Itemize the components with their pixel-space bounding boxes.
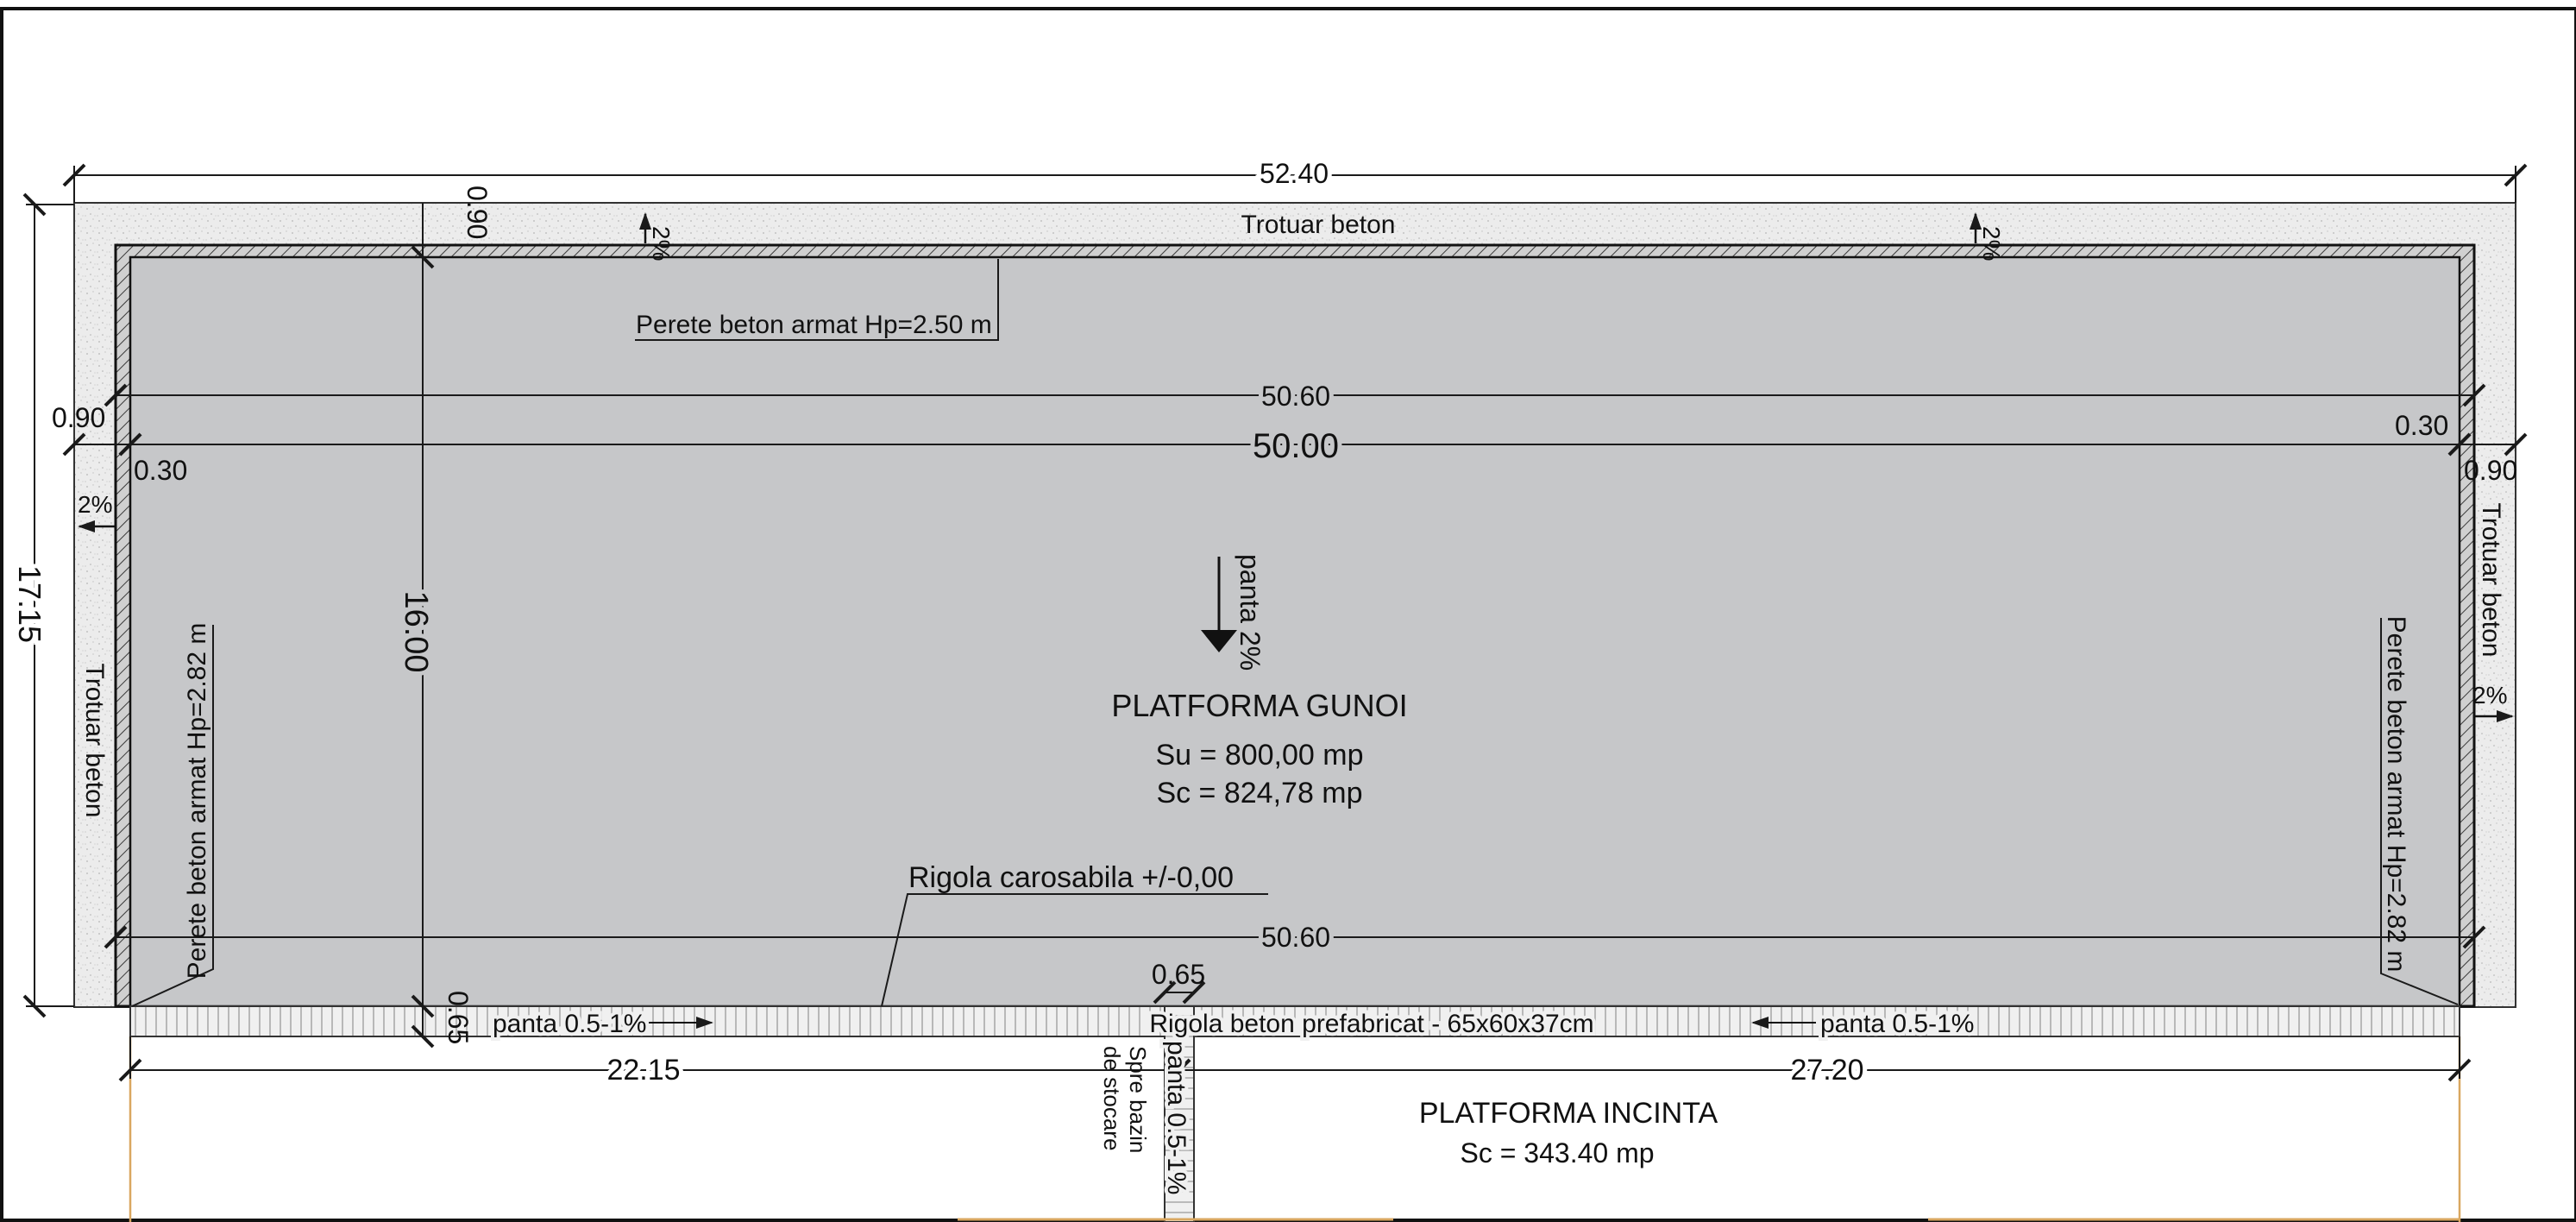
dim-sidewalk-left: 0.90 [52, 402, 105, 433]
slope-right: 2% [2472, 682, 2507, 709]
label-wall-left: Perete beton armat Hp=2.82 m [183, 623, 211, 979]
storage-pipe [1164, 1005, 1195, 1222]
label-to-storage-1: Spre bazin [1125, 1046, 1151, 1153]
label-slope-gutter-left: panta 0.5-1% [493, 1010, 646, 1038]
dim-overall-height: 17.15 [12, 565, 47, 643]
dim-gutter-width: 0.65 [1152, 959, 1205, 990]
label-rigola-carosabila: Rigola carosabila +/-0,00 [908, 861, 1234, 894]
label-wall-top: Perete beton armat Hp=2.50 m [636, 311, 992, 339]
dim-wall-right: 0.30 [2395, 410, 2448, 441]
incinta-title: PLATFORMA INCINTA [1419, 1097, 1718, 1130]
dim-gutter-depth: 0.65 [443, 991, 474, 1044]
platform-title: PLATFORMA GUNOI [1111, 688, 1407, 723]
platform-sc: Sc = 824,78 mp [1156, 777, 1362, 809]
incinta-sc: Sc = 343.40 mp [1460, 1137, 1654, 1168]
slope-arrow-icon [1201, 630, 1237, 652]
dim-overall-width: 52.40 [1260, 158, 1329, 189]
label-sidewalk-right: Trotuar beton [2477, 503, 2505, 658]
label-slope-gutter-right: panta 0.5-1% [1820, 1010, 1974, 1038]
dim-wall-outer-top: 50.60 [1261, 381, 1330, 412]
gutter-channel [129, 1005, 2460, 1037]
dim-inner-height: 16.00 [398, 590, 434, 672]
dim-wall-left: 0.30 [134, 455, 187, 486]
label-wall-right: Perete beton armat Hp=2.82 m [2382, 616, 2410, 973]
dim-inner-width: 50.00 [1253, 427, 1339, 465]
label-to-storage-2: de stocare [1099, 1046, 1125, 1150]
label-slope-main: panta 2% [1235, 554, 1266, 671]
dim-sidewalk-top: 0.90 [462, 186, 493, 239]
platform-su: Su = 800,00 mp [1155, 739, 1363, 772]
label-rigola-prefab: Rigola beton prefabricat - 65x60x37cm [1149, 1010, 1593, 1038]
label-sidewalk-left: Trotuar beton [80, 664, 109, 818]
dim-left-segment: 22.15 [606, 1054, 680, 1087]
dim-wall-outer-bottom: 50.60 [1261, 922, 1330, 953]
dim-sidewalk-right: 0.90 [2464, 455, 2517, 486]
slope-top-right: 2% [1978, 226, 2005, 261]
label-slope-pipe: panta 0.5-1% [1162, 1041, 1191, 1194]
platform-gunoi-area [129, 255, 2461, 1008]
label-sidewalk-top: Trotuar beton [1241, 211, 1396, 239]
slope-left: 2% [78, 491, 112, 518]
dim-right-segment: 27.20 [1790, 1054, 1863, 1087]
slope-top-left: 2% [648, 226, 675, 261]
